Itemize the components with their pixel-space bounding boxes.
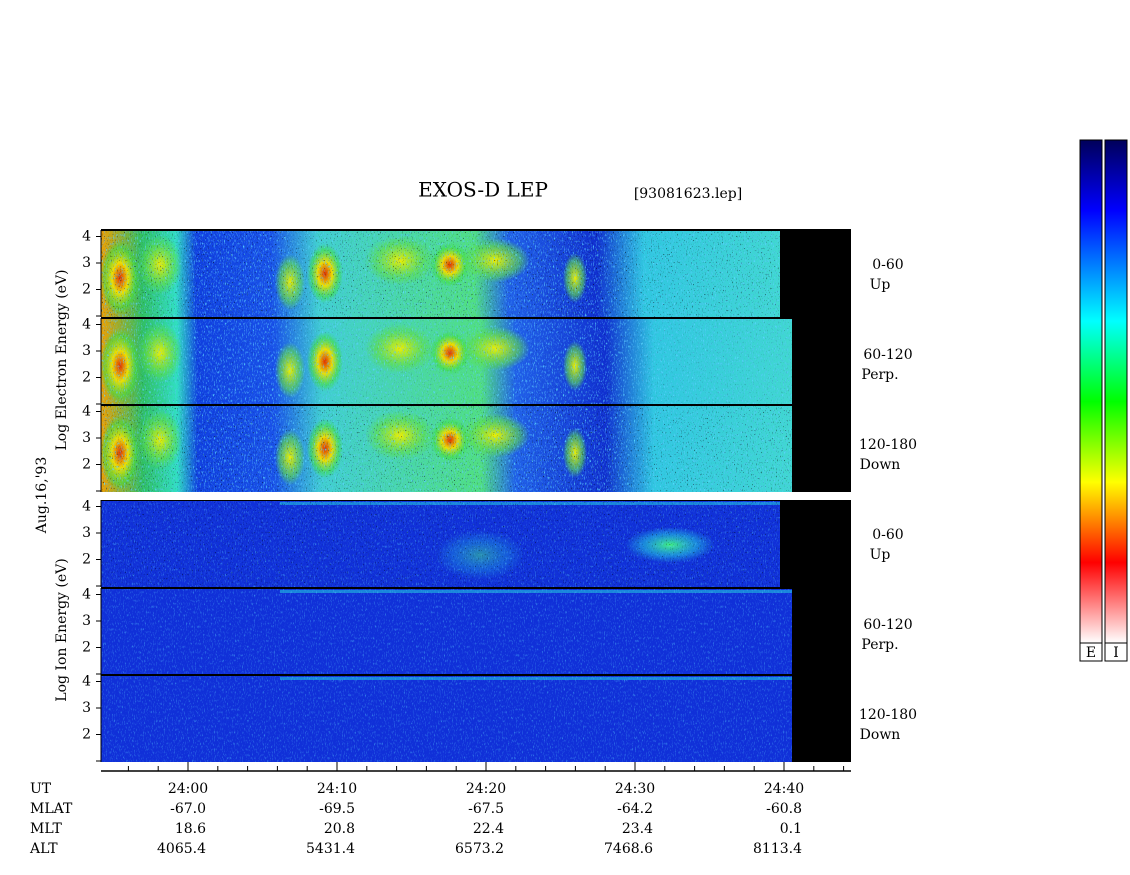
y-tick-label: 4	[82, 317, 91, 333]
ephemeris-name: UT	[30, 781, 52, 797]
y-tick-label: 3	[82, 430, 91, 446]
y-tick-label: 4	[82, 229, 91, 245]
ephemeris-value: 4065.4	[157, 841, 206, 857]
panel-label: 0-60	[872, 527, 903, 543]
panel-label: 60-120	[863, 347, 912, 363]
ephemeris-value: -67.5	[468, 801, 504, 817]
y-tick-label: 4	[82, 404, 91, 420]
y-tick-label: 4	[82, 674, 91, 690]
ephemeris-value: 24:40	[764, 781, 804, 797]
y-tick-label: 2	[82, 552, 91, 568]
ephemeris-value: 0.1	[780, 821, 802, 837]
noise-dark	[101, 230, 780, 317]
noise-dark	[101, 500, 780, 587]
y-tick-label: 2	[82, 282, 91, 298]
colorbar-i	[1104, 139, 1128, 644]
ephemeris-value: 24:30	[615, 781, 655, 797]
colorbar-label: E	[1086, 645, 1096, 661]
ephemeris-value: 23.4	[622, 821, 653, 837]
ephemeris-name: ALT	[29, 841, 58, 857]
panel-sublabel: Perp.	[861, 367, 898, 383]
noise-dark	[101, 318, 792, 405]
ephemeris-value: -64.2	[617, 801, 653, 817]
ephemeris-value: -60.8	[766, 801, 802, 817]
ion-y-label: Log Ion Energy (eV)	[54, 558, 70, 701]
electron-y-label: Log Electron Energy (eV)	[54, 269, 70, 450]
ephemeris-value: 24:00	[168, 781, 208, 797]
y-tick-label: 3	[82, 343, 91, 359]
time-minor-ticks	[127, 762, 845, 771]
ephemeris-name: MLT	[30, 821, 62, 837]
panel-sublabel: Up	[870, 547, 891, 563]
spectrogram-panels: 2 3 4 0-60 Up 2 3 4 60-120 Perp. 2 3 4 120-180 Down 2 3 4…	[82, 229, 917, 762]
y-tick-label: 4	[82, 587, 91, 603]
y-tick-label: 3	[82, 255, 91, 271]
panel-label: 120-180	[859, 707, 917, 723]
file-name: [93081623.lep]	[634, 186, 742, 202]
panel-sublabel: Down	[860, 457, 901, 473]
y-tick-label: 2	[82, 370, 91, 386]
title: EXOS-D LEP	[418, 178, 548, 202]
colorbar-label: I	[1113, 645, 1119, 661]
ephemeris-value: 6573.2	[455, 841, 504, 857]
y-tick-label: 2	[82, 640, 91, 656]
y-tick-label: 2	[82, 457, 91, 473]
panel-label: 60-120	[863, 617, 912, 633]
ephemeris-value: 20.8	[324, 821, 355, 837]
colorbars: E I	[1079, 139, 1128, 662]
ephemeris-value: 7468.6	[604, 841, 653, 857]
colorbar-e	[1079, 139, 1103, 644]
ephemeris-value: 5431.4	[306, 841, 355, 857]
colorbar-e-box	[1079, 642, 1103, 662]
y-tick-label: 3	[82, 700, 91, 716]
noise	[101, 675, 792, 762]
ephemeris-value: 24:10	[317, 781, 357, 797]
ephemeris-name: MLAT	[30, 801, 73, 817]
panel-sublabel: Perp.	[861, 637, 898, 653]
panel-label: 120-180	[859, 437, 917, 453]
noise	[101, 588, 792, 675]
noise-dark	[101, 405, 792, 492]
ephemeris-value: -67.0	[170, 801, 206, 817]
ephemeris-value: 24:20	[466, 781, 506, 797]
separator	[101, 492, 851, 500]
date-label: Aug.16,'93	[34, 457, 50, 534]
panel-sublabel: Up	[870, 277, 891, 293]
panel-label: 0-60	[872, 257, 903, 273]
ephemeris-value: 22.4	[473, 821, 504, 837]
y-tick-label: 2	[82, 727, 91, 743]
panel-sublabel: Down	[860, 727, 901, 743]
ephemeris-value: 18.6	[175, 821, 206, 837]
y-tick-label: 3	[82, 613, 91, 629]
y-tick-label: 3	[82, 525, 91, 541]
y-tick-label: 4	[82, 499, 91, 515]
ephemeris-value: -69.5	[319, 801, 355, 817]
colorbar-i-box	[1104, 642, 1128, 662]
ephemeris-value: 8113.4	[753, 841, 802, 857]
